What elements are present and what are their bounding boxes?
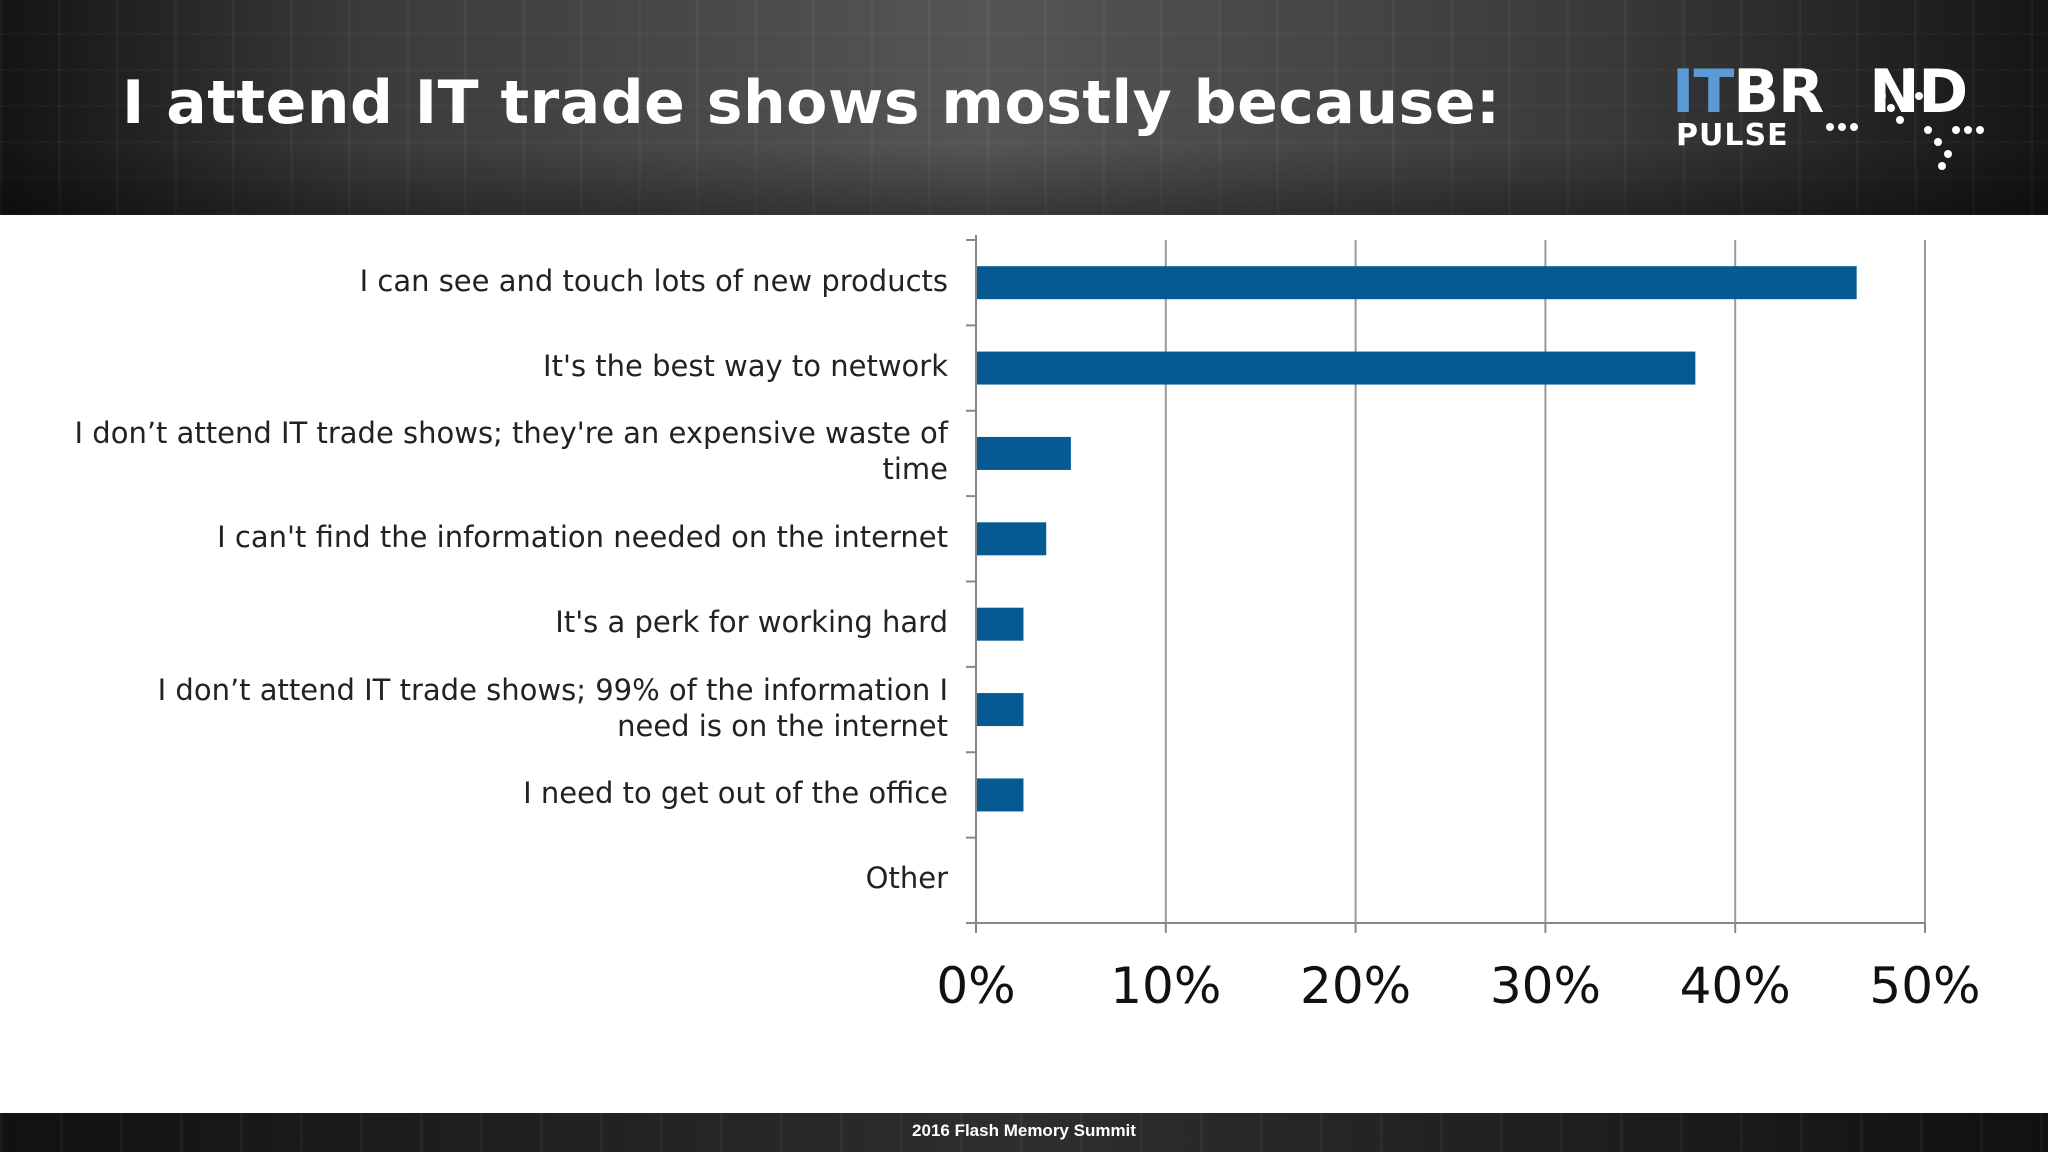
x-tick-label: 0% (936, 957, 1015, 1015)
bar (977, 693, 1024, 727)
category-label: I don’t attend IT trade shows; 99% of th… (157, 672, 948, 743)
x-tick-label: 40% (1680, 957, 1791, 1015)
it-brand-pulse-logo: ITBR ND PULSE (1672, 60, 2012, 180)
x-tick-label: 50% (1869, 957, 1980, 1015)
x-tick-label: 30% (1490, 957, 1601, 1015)
bar (977, 778, 1024, 812)
footer-text: 2016 Flash Memory Summit (912, 1121, 1136, 1140)
bar (977, 522, 1047, 556)
slide-title: I attend IT trade shows mostly because: (122, 68, 1501, 138)
chart-svg: 0% 10% 20% 30% 40% 50% (936, 235, 1981, 1015)
category-label: I don’t attend IT trade shows; they're a… (74, 416, 948, 487)
category-label: Other (865, 861, 948, 896)
bar-chart: 0% 10% 20% 30% 40% 50% I can see and touch lo… (0, 215, 2048, 1113)
bar (977, 351, 1696, 385)
logo-dots-icon (1826, 68, 1984, 170)
category-label: It's the best way to network (543, 349, 948, 384)
category-label: It's a perk for working hard (555, 605, 948, 640)
slide-header: I attend IT trade shows mostly because: … (0, 0, 2048, 215)
x-tick-label: 10% (1110, 957, 1221, 1015)
bar (977, 436, 1071, 470)
category-label: I can see and touch lots of new products (359, 263, 948, 298)
x-tick-label: 20% (1300, 957, 1411, 1015)
bar (977, 266, 1857, 300)
bar (977, 607, 1024, 641)
slide-footer: 2016 Flash Memory Summit (0, 1113, 2048, 1152)
category-label: I need to get out of the office (523, 775, 948, 810)
category-label: I can't find the information needed on t… (217, 519, 948, 554)
